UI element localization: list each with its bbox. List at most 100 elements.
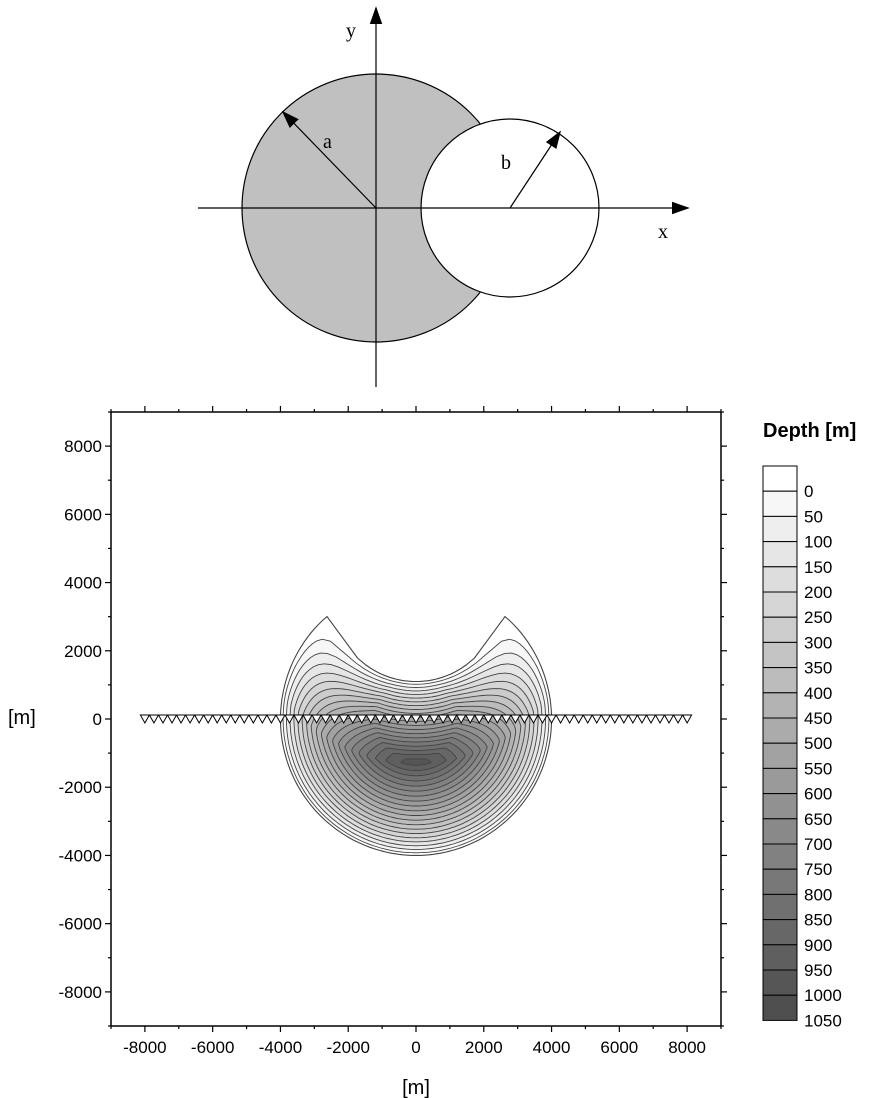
axis-ticks [105,406,727,1032]
y-tick-label: 2000 [64,642,102,661]
radius-a-arrow [281,110,377,209]
legend-swatch-800 [762,868,798,895]
legend-swatch-750 [762,843,798,870]
radius-b-arrow [509,130,561,209]
station-marker [220,714,232,725]
x-tick-label: 6000 [600,1038,638,1057]
y-tick-label: 8000 [64,437,102,456]
station-marker [537,714,548,725]
station-marker [229,714,241,725]
y-tick-labels: 8000 6000 4000 2000 0 -2000 -4000 -6000 -8000 [59,437,102,1002]
station-marker [627,714,639,725]
legend-swatch-650 [762,793,798,820]
depth-legend: Depth [m] 0 50 100 150 200 250 300 350 400 450 500… [762,420,856,1030]
station-marker [636,714,648,725]
legend-swatch-850 [762,893,798,921]
station-markers [139,714,693,725]
x-tick-label: -8000 [123,1038,166,1057]
station-marker [546,714,557,725]
station-marker [573,714,585,725]
legend-swatch-1000 [762,969,798,996]
legend-label: 200 [804,583,832,602]
station-marker [148,714,160,725]
station-marker [591,714,603,725]
station-marker [311,714,322,725]
station-marker [609,714,621,725]
y-tick-label: 0 [93,710,102,729]
station-marker [257,714,268,725]
legend-swatch-550 [762,742,798,769]
legend-swatch-50 [762,490,798,517]
y-tick-label: -4000 [59,846,102,865]
station-marker [672,714,684,725]
station-marker [401,714,413,725]
depth-contour-map: -8000 -6000 -4000 -2000 0 2000 4000 6000 8000 80… [8,406,727,1098]
legend-label: 400 [804,684,832,703]
y-tick-label: 6000 [64,505,102,524]
legend-label: 1000 [804,986,842,1005]
station-marker [582,714,594,725]
x-tick-label: 4000 [533,1038,571,1057]
legend-label: 550 [804,759,832,778]
station-marker [446,714,458,725]
station-marker [473,714,485,725]
station-marker [202,714,214,725]
station-marker [238,714,250,725]
station-marker [392,714,404,725]
station-marker [519,714,530,725]
legend-swatch-0 [762,465,798,492]
station-marker [618,714,630,725]
legend-swatch-1050 [762,994,798,1021]
x-tick-label: 2000 [465,1038,503,1057]
legend-label: 0 [804,482,813,501]
legend-label: 650 [804,810,832,829]
schematic-diagram: y x a b [198,6,690,387]
station-marker [175,714,187,725]
legend-label: 800 [804,885,832,904]
x-axis-title: [m] [402,1077,430,1098]
station-marker [600,714,612,725]
x-tick-label: -6000 [191,1038,234,1057]
legend-swatch-300 [762,616,798,643]
station-marker [338,714,350,725]
station-marker [302,714,313,725]
station-marker [211,714,223,725]
legend-label: 50 [804,507,823,526]
station-marker [437,714,449,725]
legend-label: 150 [804,558,832,577]
legend-swatch-200 [762,566,798,593]
station-marker [157,714,169,725]
schematic-x-label: x [658,221,668,243]
legend-labels: 0 50 100 150 200 250 300 350 400 450 500 550 600 650 7… [804,482,842,1030]
station-marker [365,714,377,725]
x-tick-label: -2000 [326,1038,369,1057]
legend-swatch-600 [762,767,798,795]
legend-swatch-700 [762,818,798,845]
station-marker [528,714,539,725]
legend-swatch-100 [762,515,798,543]
x-tick-label: -4000 [259,1038,302,1057]
station-marker [329,714,341,725]
legend-swatch-250 [762,591,798,618]
legend-label: 950 [804,961,832,980]
station-marker [510,714,521,725]
legend-label: 700 [804,835,832,854]
station-marker [501,714,512,725]
legend-swatch-500 [762,717,798,744]
legend-label: 350 [804,659,832,678]
legend-swatch-450 [762,692,798,719]
station-marker [428,714,440,725]
legend-label: 1050 [804,1011,842,1030]
station-marker [293,714,304,725]
station-marker [491,714,503,725]
legend-swatches [762,465,798,1021]
station-marker [275,714,286,725]
y-tick-label: -2000 [59,778,102,797]
legend-label: 300 [804,633,832,652]
station-marker [419,714,431,725]
legend-label: 250 [804,608,832,627]
station-marker [139,714,151,725]
station-marker [347,714,359,725]
depth-contours [279,615,553,856]
